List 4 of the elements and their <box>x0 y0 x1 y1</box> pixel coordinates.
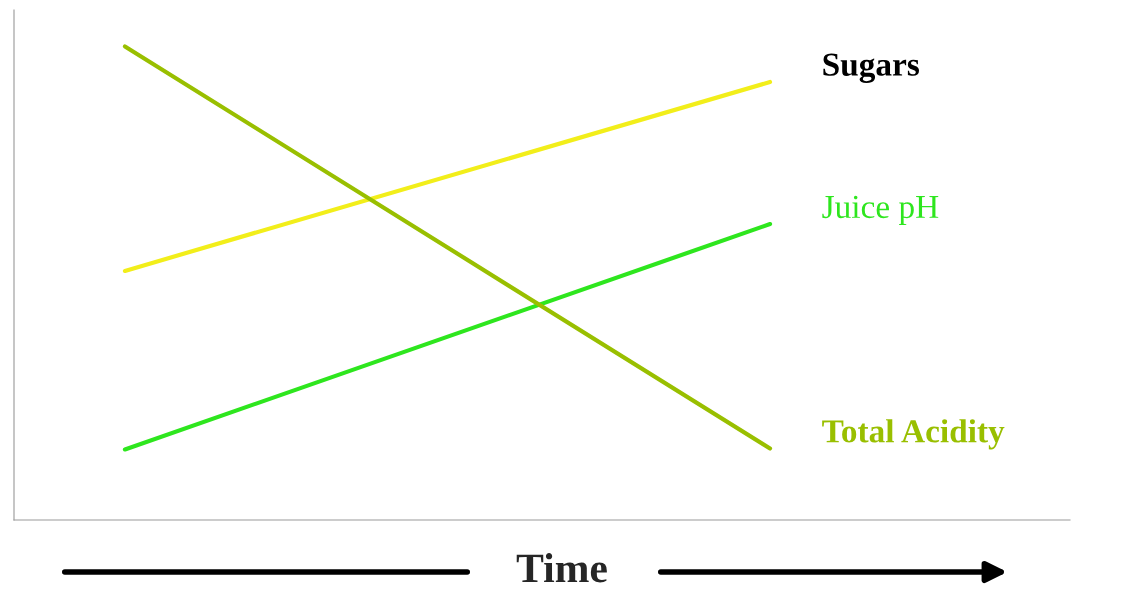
series-label: Sugars <box>823 53 919 83</box>
series-label: Total Acidity <box>822 419 1005 450</box>
series-label: Juice pH <box>822 195 939 225</box>
x-axis-title: Time <box>516 553 607 583</box>
